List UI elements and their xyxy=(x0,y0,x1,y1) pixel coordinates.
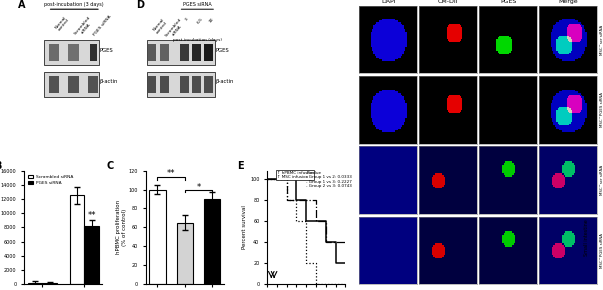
FancyBboxPatch shape xyxy=(49,44,59,61)
Text: MSC^scr siRNA: MSC^scr siRNA xyxy=(600,165,603,195)
Text: β-actin: β-actin xyxy=(99,79,118,84)
FancyBboxPatch shape xyxy=(88,76,98,93)
FancyBboxPatch shape xyxy=(192,44,201,61)
Text: 10: 10 xyxy=(208,17,215,24)
Text: **: ** xyxy=(87,211,96,220)
Text: E: E xyxy=(238,162,244,171)
Text: A: A xyxy=(18,0,25,10)
Title: CM-DiI: CM-DiI xyxy=(438,0,458,4)
Text: PGES: PGES xyxy=(215,48,229,52)
Text: MSC^scr siRNA: MSC^scr siRNA xyxy=(600,25,603,55)
Bar xyxy=(42,283,57,284)
FancyBboxPatch shape xyxy=(147,40,215,65)
Text: Normal
control: Normal control xyxy=(152,17,168,35)
FancyBboxPatch shape xyxy=(148,76,156,93)
Text: Scrambled
siRNA: Scrambled siRNA xyxy=(74,15,95,38)
Bar xyxy=(28,283,42,284)
Text: PGES siRNA: PGES siRNA xyxy=(183,2,212,7)
Bar xyxy=(204,199,221,284)
Text: Skin: Skin xyxy=(584,125,589,136)
FancyBboxPatch shape xyxy=(43,72,98,97)
Legend: Scrambled siRNA, PGES siRNA: Scrambled siRNA, PGES siRNA xyxy=(27,173,75,187)
Bar xyxy=(69,195,84,284)
Text: D: D xyxy=(136,0,144,10)
Text: PGES siRNA: PGES siRNA xyxy=(93,15,113,37)
Bar xyxy=(149,189,166,284)
Text: *: * xyxy=(197,182,201,191)
FancyBboxPatch shape xyxy=(147,72,215,97)
Text: MSC^PGES siRNA: MSC^PGES siRNA xyxy=(600,93,603,127)
FancyBboxPatch shape xyxy=(43,40,98,65)
Bar xyxy=(84,226,99,284)
Text: β-actin: β-actin xyxy=(215,79,234,84)
FancyBboxPatch shape xyxy=(204,76,213,93)
FancyBboxPatch shape xyxy=(90,44,96,61)
Title: Merge: Merge xyxy=(558,0,578,4)
FancyBboxPatch shape xyxy=(148,44,156,61)
Y-axis label: Percent survival: Percent survival xyxy=(242,205,247,249)
Text: 3: 3 xyxy=(185,17,189,22)
Title: PGES: PGES xyxy=(500,0,516,4)
FancyBboxPatch shape xyxy=(192,76,201,93)
FancyBboxPatch shape xyxy=(180,44,189,61)
Title: DAPI: DAPI xyxy=(381,0,396,4)
Text: ↑ hPBMC infusion
↑ MSC infusion: ↑ hPBMC infusion ↑ MSC infusion xyxy=(277,171,314,179)
Text: **: ** xyxy=(167,169,175,178)
Text: post-incubation (3 days): post-incubation (3 days) xyxy=(45,2,104,7)
FancyBboxPatch shape xyxy=(204,44,213,61)
Text: Scrambled
siRNA: Scrambled siRNA xyxy=(165,17,186,41)
FancyBboxPatch shape xyxy=(49,76,59,93)
FancyBboxPatch shape xyxy=(180,76,189,93)
Text: C: C xyxy=(106,162,114,171)
Text: Small intestine: Small intestine xyxy=(584,220,589,256)
Text: PGES: PGES xyxy=(99,48,113,52)
Y-axis label: hPBMC proliferation
(% of control): hPBMC proliferation (% of control) xyxy=(116,200,127,254)
Text: MSC^PGES siRNA: MSC^PGES siRNA xyxy=(600,233,603,268)
Text: post-incubation (days): post-incubation (days) xyxy=(174,38,223,42)
Text: 6.5: 6.5 xyxy=(197,17,204,25)
Text: P-value
- Group 1 vs 2: 0.0333
- Group 1 vs 3: 0.2227
- Group 2 vs 3: 0.0743: P-value - Group 1 vs 2: 0.0333 - Group 1… xyxy=(306,171,352,188)
FancyBboxPatch shape xyxy=(160,44,169,61)
FancyBboxPatch shape xyxy=(160,76,169,93)
Text: B: B xyxy=(0,162,2,171)
Text: Normal
control: Normal control xyxy=(54,15,71,32)
FancyBboxPatch shape xyxy=(68,76,78,93)
Bar xyxy=(177,223,193,284)
FancyBboxPatch shape xyxy=(68,44,79,61)
